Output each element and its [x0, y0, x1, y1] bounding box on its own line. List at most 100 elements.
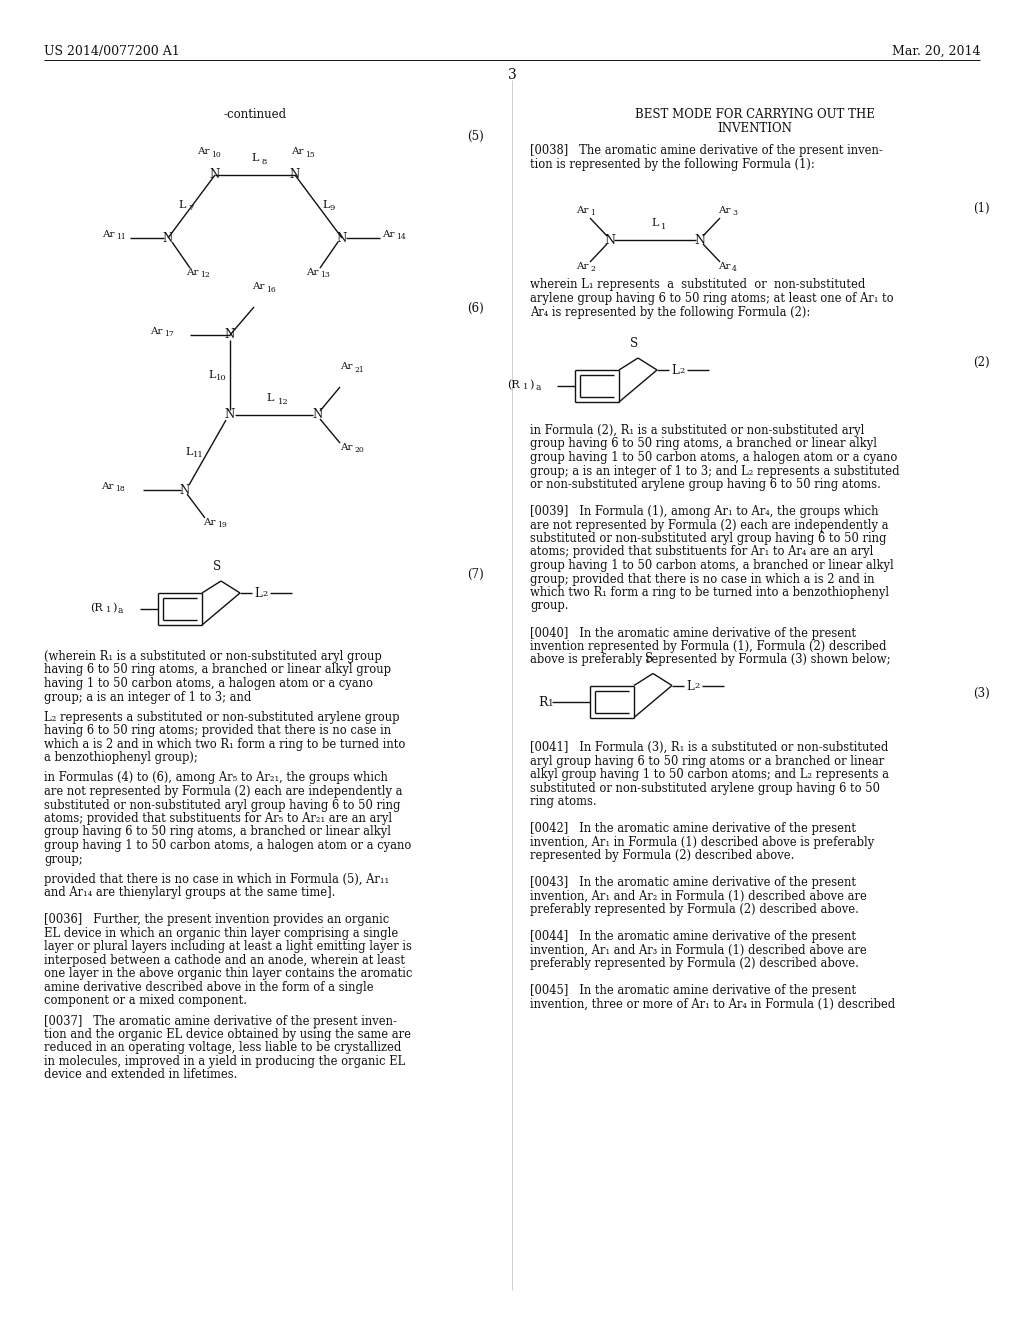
Text: invention, Ar₁ and Ar₂ in Formula (1) described above are: invention, Ar₁ and Ar₂ in Formula (1) de…	[530, 890, 867, 903]
Text: 3: 3	[508, 69, 516, 82]
Text: 3: 3	[732, 209, 737, 216]
Text: N: N	[337, 231, 347, 244]
Text: [0038]   The aromatic amine derivative of the present inven-: [0038] The aromatic amine derivative of …	[530, 144, 883, 157]
Text: 2: 2	[262, 590, 267, 598]
Text: S: S	[213, 560, 221, 573]
Text: 12: 12	[278, 399, 289, 407]
Text: L: L	[178, 201, 186, 210]
Text: 1: 1	[662, 223, 667, 231]
Text: group; provided that there is no case in which a is 2 and in: group; provided that there is no case in…	[530, 573, 874, 586]
Text: 8: 8	[261, 158, 266, 166]
Text: Ar: Ar	[718, 261, 730, 271]
Text: [0044]   In the aromatic amine derivative of the present: [0044] In the aromatic amine derivative …	[530, 931, 856, 944]
Text: represented by Formula (2) described above.: represented by Formula (2) described abo…	[530, 849, 795, 862]
Text: N: N	[290, 169, 300, 181]
Text: [0036]   Further, the present invention provides an organic: [0036] Further, the present invention pr…	[44, 913, 389, 927]
Text: 1: 1	[106, 606, 112, 614]
Text: amine derivative described above in the form of a single: amine derivative described above in the …	[44, 981, 374, 994]
Text: Ar: Ar	[102, 230, 115, 239]
Text: Ar: Ar	[718, 206, 730, 215]
Text: L: L	[651, 218, 658, 228]
Text: substituted or non-substituted arylene group having 6 to 50: substituted or non-substituted arylene g…	[530, 781, 880, 795]
Text: N: N	[163, 231, 173, 244]
Text: substituted or non-substituted aryl group having 6 to 50 ring: substituted or non-substituted aryl grou…	[44, 799, 400, 812]
Text: arylene group having 6 to 50 ring atoms; at least one of Ar₁ to: arylene group having 6 to 50 ring atoms;…	[530, 292, 894, 305]
Text: above is preferably represented by Formula (3) shown below;: above is preferably represented by Formu…	[530, 653, 891, 667]
Text: Ar: Ar	[382, 230, 394, 239]
Text: L₂ represents a substituted or non-substituted arylene group: L₂ represents a substituted or non-subst…	[44, 710, 399, 723]
Text: 16: 16	[266, 286, 275, 294]
Text: wherein L₁ represents  a  substituted  or  non-substituted: wherein L₁ represents a substituted or n…	[530, 279, 865, 290]
Text: group having 6 to 50 ring atoms, a branched or linear alkyl: group having 6 to 50 ring atoms, a branc…	[530, 437, 877, 450]
Text: invention, Ar₁ in Formula (1) described above is preferably: invention, Ar₁ in Formula (1) described …	[530, 836, 874, 849]
Text: layer or plural layers including at least a light emitting layer is: layer or plural layers including at leas…	[44, 940, 412, 953]
Text: having 6 to 50 ring atoms, a branched or linear alkyl group: having 6 to 50 ring atoms, a branched or…	[44, 664, 391, 676]
Text: in Formula (2), R₁ is a substituted or non-substituted aryl: in Formula (2), R₁ is a substituted or n…	[530, 424, 864, 437]
Text: -continued: -continued	[223, 108, 287, 121]
Text: invention, three or more of Ar₁ to Ar₄ in Formula (1) described: invention, three or more of Ar₁ to Ar₄ i…	[530, 998, 895, 1011]
Text: Mar. 20, 2014: Mar. 20, 2014	[892, 45, 980, 58]
Text: or non-substituted arylene group having 6 to 50 ring atoms.: or non-substituted arylene group having …	[530, 478, 881, 491]
Text: preferably represented by Formula (2) described above.: preferably represented by Formula (2) de…	[530, 957, 859, 970]
Text: provided that there is no case in which in Formula (5), Ar₁₁: provided that there is no case in which …	[44, 873, 389, 886]
Text: Ar: Ar	[197, 147, 210, 156]
Text: (6): (6)	[467, 302, 484, 315]
Text: 21: 21	[354, 366, 364, 374]
Text: 1: 1	[590, 209, 595, 216]
Text: US 2014/0077200 A1: US 2014/0077200 A1	[44, 45, 180, 58]
Text: L: L	[251, 153, 259, 162]
Text: 2: 2	[590, 265, 595, 273]
Text: group having 6 to 50 ring atoms, a branched or linear alkyl: group having 6 to 50 ring atoms, a branc…	[44, 825, 391, 838]
Text: Ar: Ar	[252, 282, 264, 290]
Text: 7: 7	[188, 205, 194, 213]
Text: ): )	[529, 380, 534, 391]
Text: L: L	[671, 364, 679, 378]
Text: R: R	[538, 696, 548, 709]
Text: a: a	[535, 383, 541, 392]
Text: [0043]   In the aromatic amine derivative of the present: [0043] In the aromatic amine derivative …	[530, 876, 856, 890]
Text: tion and the organic EL device obtained by using the same are: tion and the organic EL device obtained …	[44, 1028, 411, 1041]
Text: 2: 2	[694, 682, 699, 690]
Text: [0045]   In the aromatic amine derivative of the present: [0045] In the aromatic amine derivative …	[530, 985, 856, 997]
Text: group;: group;	[44, 853, 83, 866]
Text: and Ar₁₄ are thienylaryl groups at the same time].: and Ar₁₄ are thienylaryl groups at the s…	[44, 886, 336, 899]
Text: preferably represented by Formula (2) described above.: preferably represented by Formula (2) de…	[530, 903, 859, 916]
Text: having 1 to 50 carbon atoms, a halogen atom or a cyano: having 1 to 50 carbon atoms, a halogen a…	[44, 677, 373, 690]
Text: tion is represented by the following Formula (1):: tion is represented by the following For…	[530, 158, 815, 172]
Text: L: L	[686, 680, 693, 693]
Text: group.: group.	[530, 599, 568, 612]
Text: INVENTION: INVENTION	[718, 121, 793, 135]
Text: a benzothiophenyl group);: a benzothiophenyl group);	[44, 751, 198, 764]
Text: L: L	[266, 393, 273, 403]
Text: 12: 12	[200, 271, 210, 279]
Text: 9: 9	[329, 205, 335, 213]
Text: device and extended in lifetimes.: device and extended in lifetimes.	[44, 1068, 238, 1081]
Text: N: N	[180, 483, 190, 496]
Text: (5): (5)	[467, 129, 484, 143]
Text: 18: 18	[115, 484, 125, 492]
Text: ): )	[112, 603, 117, 614]
Text: ring atoms.: ring atoms.	[530, 795, 597, 808]
Text: Ar: Ar	[340, 444, 352, 451]
Text: 14: 14	[396, 234, 406, 242]
Text: Ar: Ar	[306, 268, 318, 277]
Text: BEST MODE FOR CARRYING OUT THE: BEST MODE FOR CARRYING OUT THE	[635, 108, 874, 121]
Text: Ar: Ar	[101, 482, 114, 491]
Text: L: L	[322, 201, 330, 210]
Text: L: L	[185, 447, 193, 457]
Text: reduced in an operating voltage, less liable to be crystallized: reduced in an operating voltage, less li…	[44, 1041, 401, 1055]
Text: a: a	[118, 606, 123, 615]
Text: in Formulas (4) to (6), among Ar₅ to Ar₂₁, the groups which: in Formulas (4) to (6), among Ar₅ to Ar₂…	[44, 771, 388, 784]
Text: (R: (R	[90, 603, 102, 614]
Text: N: N	[225, 329, 236, 342]
Text: in molecules, improved in a yield in producing the organic EL: in molecules, improved in a yield in pro…	[44, 1055, 406, 1068]
Text: Ar: Ar	[203, 517, 215, 527]
Text: 20: 20	[354, 446, 364, 454]
Text: are not represented by Formula (2) each are independently a: are not represented by Formula (2) each …	[530, 519, 889, 532]
Text: (7): (7)	[467, 568, 484, 581]
Text: 11: 11	[116, 234, 126, 242]
Text: (3): (3)	[973, 688, 990, 700]
Text: 15: 15	[305, 150, 314, 158]
Text: 2: 2	[679, 367, 684, 375]
Text: 1: 1	[523, 383, 528, 391]
